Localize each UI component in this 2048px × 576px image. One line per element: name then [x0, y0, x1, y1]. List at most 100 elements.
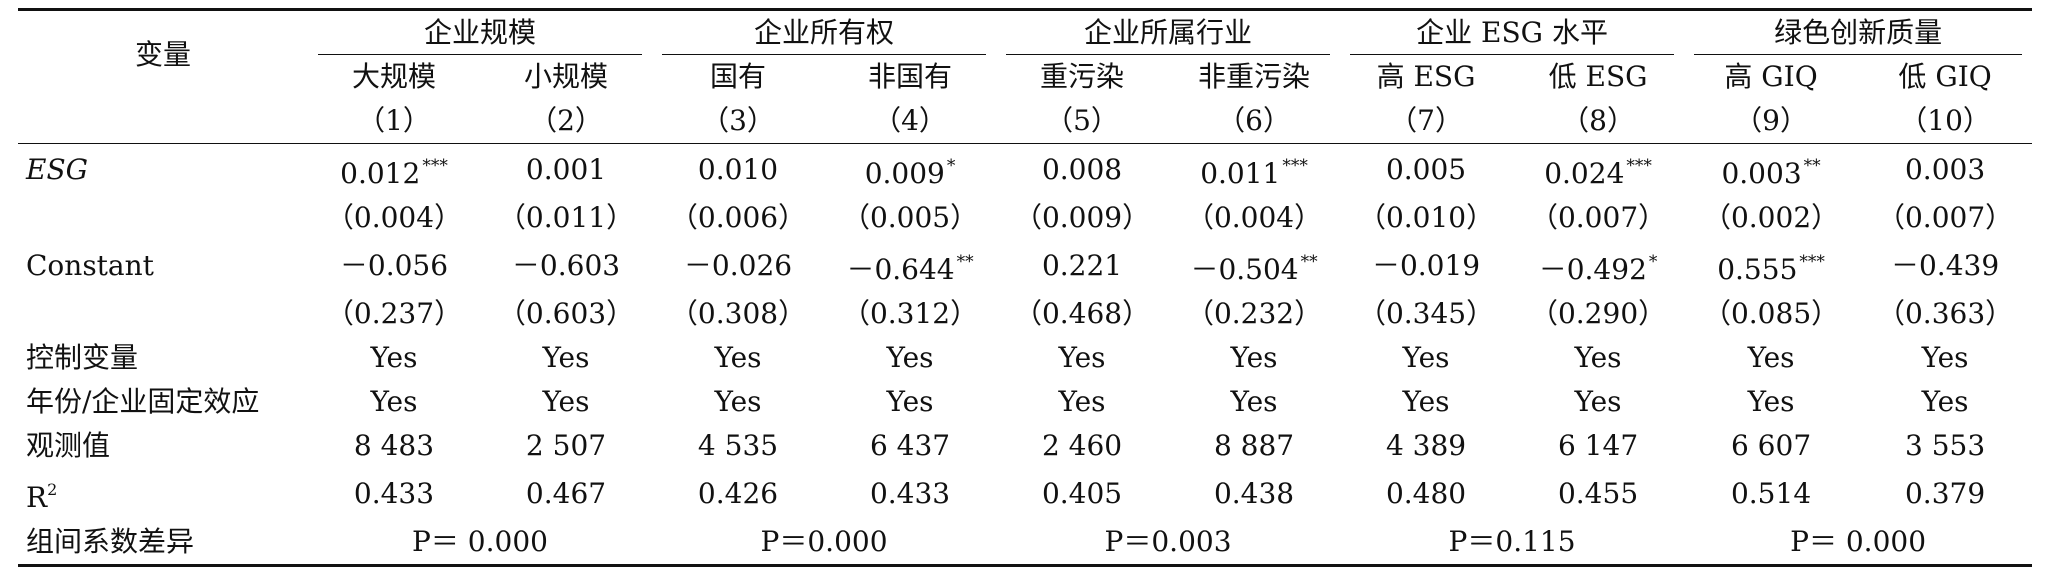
subgroup-header-9: 高 GIQ — [1724, 60, 1818, 93]
constant-se-10: （0.363） — [1876, 297, 2014, 330]
row-label-esg: ESG — [26, 153, 88, 186]
row-observations-value-9: 6 607 — [1730, 429, 1812, 462]
significance-stars: * — [946, 156, 956, 176]
subgroup-header-2: 小规模 — [524, 60, 609, 93]
variable-header: 变量 — [18, 8, 308, 99]
subgroup-header-5: 重污染 — [1040, 60, 1125, 93]
esg-coef-3: 0.010 — [697, 153, 779, 186]
row-r2-value-9: 0.514 — [1730, 477, 1812, 510]
column-number-row: （1） （2） （3） （4） （5） （6） （7） （8） （9） （10） — [18, 99, 2033, 144]
esg-coef-8: 0.024 *** — [1544, 156, 1652, 190]
row-controls-value-7: Yes — [1402, 341, 1450, 374]
esg-se-1: （0.004） — [325, 201, 463, 234]
esg-coef-6: 0.011 *** — [1200, 156, 1308, 190]
constant-coef-1: －0.056 — [339, 249, 449, 282]
row-r2-label: R2 — [26, 480, 58, 514]
coef-difference-p-4: P＝0.115 — [1340, 520, 1685, 567]
group-header-esg-level: 企业 ESG 水平 — [1340, 8, 1685, 55]
significance-stars: *** — [1799, 252, 1825, 272]
group-header-green-innovation: 绿色创新质量 — [1684, 8, 2033, 55]
row-controls-value-3: Yes — [714, 341, 762, 374]
significance-stars: ** — [956, 252, 974, 272]
row-controls-label: 控制变量 — [26, 341, 139, 374]
column-number-4: （4） — [824, 99, 997, 144]
row-observations-value-1: 8 483 — [353, 429, 435, 462]
column-number-3: （3） — [652, 99, 825, 144]
row-coef-difference-label: 组间系数差异 — [18, 520, 308, 567]
column-number-spacer — [18, 99, 308, 144]
esg-se-7: （0.010） — [1357, 201, 1495, 234]
row-fixed-effects-value-10: Yes — [1921, 385, 1969, 418]
constant-se-9: （0.085） — [1702, 297, 1840, 330]
row-controls-value-10: Yes — [1921, 341, 1969, 374]
row-observations-label: 观测值 — [26, 429, 111, 462]
group-header-firm-size: 企业规模 — [308, 8, 653, 55]
row-observations-value-3: 4 535 — [697, 429, 779, 462]
esg-coef-4: 0.009 * — [864, 156, 956, 190]
subgroup-header-1: 大规模 — [351, 60, 436, 93]
row-observations-value-5: 2 460 — [1041, 429, 1123, 462]
row-fixed-effects-value-8: Yes — [1574, 385, 1622, 418]
coef-difference-p-5: P＝ 0.000 — [1684, 520, 2033, 567]
constant-se-7: （0.345） — [1357, 297, 1495, 330]
row-r2-value-1: 0.433 — [353, 477, 435, 510]
row-controls-value-5: Yes — [1058, 341, 1106, 374]
constant-coef-7: －0.019 — [1371, 249, 1481, 282]
column-number-2: （2） — [480, 99, 653, 144]
column-number-7: （7） — [1340, 99, 1513, 144]
constant-se-3: （0.308） — [669, 297, 807, 330]
constant-se-4: （0.312） — [841, 297, 979, 330]
esg-se-4: （0.005） — [841, 201, 979, 234]
row-observations-value-2: 2 507 — [525, 429, 607, 462]
row-fixed-effects-value-1: Yes — [370, 385, 418, 418]
row-label-constant: Constant — [26, 249, 154, 282]
constant-se-8: （0.290） — [1529, 297, 1667, 330]
column-number-9: （9） — [1684, 99, 1859, 144]
significance-stars: ** — [1300, 252, 1318, 272]
row-r2-value-2: 0.467 — [525, 477, 607, 510]
constant-coef-3: －0.026 — [683, 249, 793, 282]
esg-se-8: （0.007） — [1529, 201, 1667, 234]
row-observations: 观测值 8 483 2 507 4 535 6 437 2 460 8 887 4 389 6 … — [18, 424, 2032, 468]
regression-table-container: 变量 企业规模 企业所有权 企业所属行业 企业 ESG 水平 绿色创新质量 大规… — [18, 8, 2033, 567]
row-controls-value-9: Yes — [1747, 341, 1795, 374]
row-constant-se: （0.237） （0.603） （0.308） （0.312） （0.468） （0.23… — [18, 292, 2032, 336]
constant-se-2: （0.603） — [497, 297, 635, 330]
row-r2-value-7: 0.480 — [1385, 477, 1467, 510]
coef-difference-p-2: P＝0.000 — [652, 520, 997, 567]
row-observations-value-10: 3 553 — [1904, 429, 1986, 462]
row-controls-value-4: Yes — [886, 341, 934, 374]
column-number-8: （8） — [1512, 99, 1685, 144]
subgroup-header-3: 国有 — [710, 60, 767, 93]
column-number-6: （6） — [1168, 99, 1341, 144]
esg-se-2: （0.011） — [497, 201, 635, 234]
subgroup-header-10: 低 GIQ — [1898, 60, 1992, 93]
constant-coef-10: －0.439 — [1890, 249, 2000, 282]
row-label-esg-se-spacer — [18, 196, 308, 240]
row-r2-value-4: 0.433 — [869, 477, 951, 510]
significance-stars: *** — [1626, 156, 1652, 176]
subgroup-header-4: 非国有 — [868, 60, 953, 93]
esg-se-3: （0.006） — [669, 201, 807, 234]
significance-stars: * — [1648, 252, 1658, 272]
row-observations-value-4: 6 437 — [869, 429, 951, 462]
row-fixed-effects-value-5: Yes — [1058, 385, 1106, 418]
r2-superscript: 2 — [47, 480, 58, 499]
esg-coef-2: 0.001 — [525, 153, 607, 186]
esg-coef-9: 0.003 ** — [1721, 156, 1821, 190]
constant-coef-5: 0.221 — [1041, 249, 1123, 282]
heterogeneity-regression-table: 变量 企业规模 企业所有权 企业所属行业 企业 ESG 水平 绿色创新质量 大规… — [18, 8, 2033, 567]
esg-coef-1: 0.012 *** — [340, 156, 448, 190]
row-fixed-effects-value-3: Yes — [714, 385, 762, 418]
esg-coef-5: 0.008 — [1041, 153, 1123, 186]
column-number-1: （1） — [308, 99, 480, 144]
constant-se-1: （0.237） — [325, 297, 463, 330]
row-controls-value-1: Yes — [370, 341, 418, 374]
esg-coef-10: 0.003 — [1904, 153, 1986, 186]
constant-coef-9: 0.555 *** — [1717, 252, 1825, 286]
coef-difference-p-1: P＝ 0.000 — [308, 520, 653, 567]
row-fixed-effects: 年份/企业固定效应 Yes Yes Yes Yes Yes Yes Yes Yes Yes Yes — [18, 380, 2032, 424]
subgroup-header-6: 非重污染 — [1198, 60, 1311, 93]
constant-coef-2: －0.603 — [511, 249, 621, 282]
significance-stars: ** — [1803, 156, 1821, 176]
